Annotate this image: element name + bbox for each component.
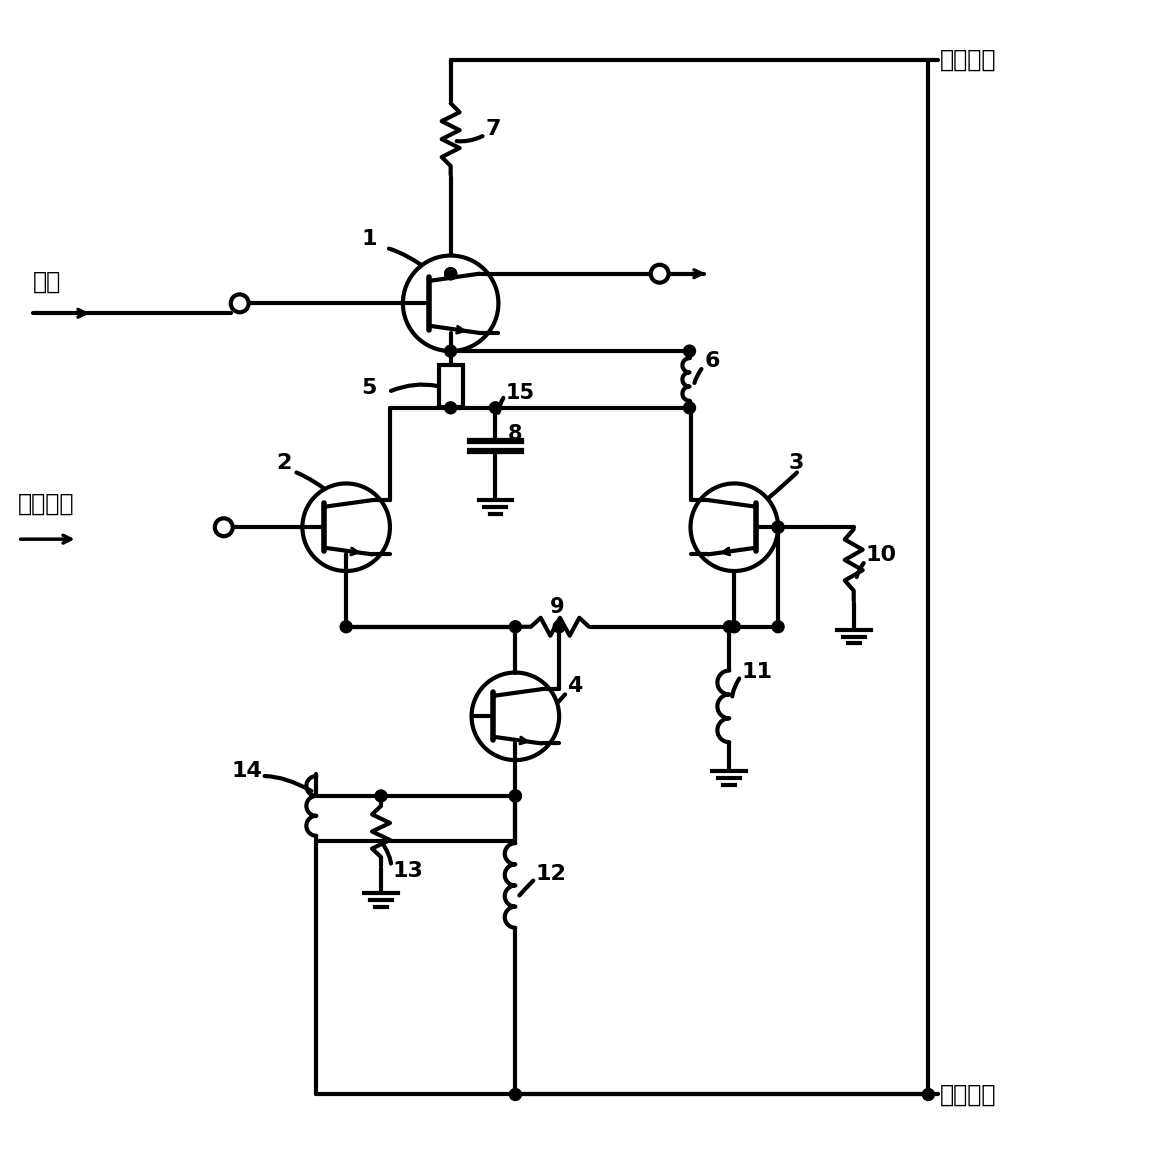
Circle shape [445, 267, 456, 280]
Text: 11: 11 [741, 661, 773, 682]
Text: 13: 13 [393, 861, 423, 880]
Circle shape [922, 1089, 934, 1100]
Circle shape [509, 621, 521, 632]
Circle shape [489, 402, 501, 414]
Circle shape [445, 346, 456, 357]
Text: 4: 4 [567, 676, 582, 697]
Text: 3: 3 [789, 453, 804, 472]
Text: 直流电源: 直流电源 [941, 47, 997, 71]
Circle shape [215, 518, 233, 536]
Circle shape [773, 621, 784, 632]
Text: 1: 1 [361, 228, 376, 249]
Text: 6: 6 [704, 351, 720, 371]
Circle shape [445, 402, 456, 414]
Circle shape [683, 346, 695, 357]
Circle shape [650, 265, 669, 282]
Text: 14: 14 [232, 761, 262, 781]
Circle shape [445, 267, 456, 280]
Circle shape [509, 790, 521, 802]
Text: 直流电源: 直流电源 [941, 1083, 997, 1106]
Text: 9: 9 [550, 597, 564, 616]
Bar [439, 365, 462, 407]
Circle shape [340, 621, 352, 632]
Text: 5: 5 [361, 378, 376, 397]
Circle shape [509, 1089, 521, 1100]
Circle shape [230, 295, 248, 312]
Text: 10: 10 [866, 545, 897, 566]
Circle shape [509, 790, 521, 802]
Text: 7: 7 [486, 119, 501, 139]
Circle shape [690, 484, 779, 571]
Circle shape [472, 673, 559, 760]
Circle shape [773, 521, 784, 533]
Circle shape [728, 621, 740, 632]
Circle shape [403, 256, 499, 351]
Text: 12: 12 [535, 864, 566, 884]
Text: 2: 2 [276, 453, 292, 472]
Circle shape [375, 790, 387, 802]
Circle shape [683, 402, 695, 414]
Text: 输入: 输入 [33, 270, 61, 294]
Circle shape [302, 484, 390, 571]
Text: 8: 8 [507, 424, 522, 444]
Text: 控制电压: 控制电压 [18, 491, 74, 515]
Circle shape [723, 621, 735, 632]
Circle shape [553, 621, 566, 632]
Text: 15: 15 [506, 382, 535, 403]
Circle shape [773, 521, 784, 533]
